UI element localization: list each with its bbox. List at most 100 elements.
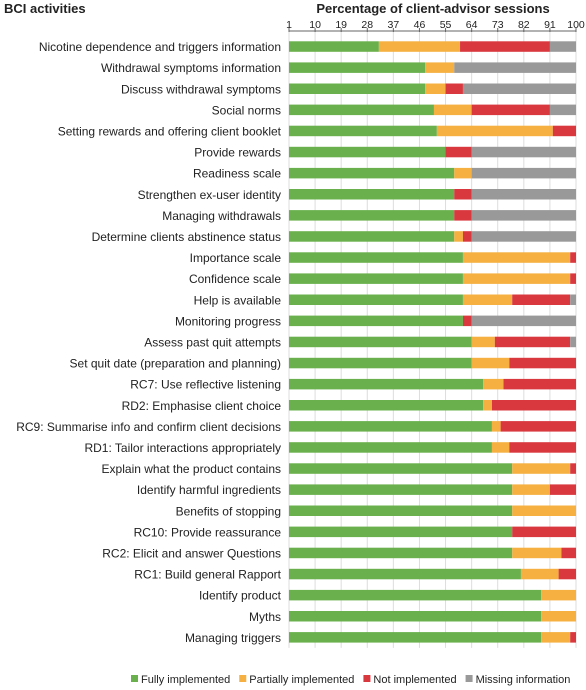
bar-segment <box>289 505 513 516</box>
bar-segment <box>471 336 495 348</box>
bar-segment <box>445 83 463 94</box>
bar-segment <box>570 336 576 348</box>
legend: Fully implemented Partially implemented No… <box>131 674 570 686</box>
bar-segment <box>500 421 576 432</box>
bar-segment <box>289 41 379 52</box>
x-tick-label: 10 <box>309 19 321 31</box>
bar-segment <box>471 357 510 369</box>
bar-segment <box>471 210 576 221</box>
bar-segment <box>289 167 455 179</box>
bar-segment <box>541 632 571 643</box>
x-tick-label: 46 <box>414 19 426 31</box>
category-label: Provide rewards <box>194 146 281 160</box>
bar-segment <box>460 41 550 52</box>
bar-segment <box>289 611 542 622</box>
bar-segment <box>503 378 576 390</box>
bar-segment <box>454 231 463 242</box>
bar-segment <box>378 41 461 52</box>
x-tick-label: 37 <box>388 19 400 31</box>
bar-segment <box>558 568 576 580</box>
bar-segment <box>445 146 472 158</box>
category-label: Importance scale <box>190 251 282 265</box>
category-label: RC7: Use reflective listening <box>130 378 281 392</box>
bar-segment <box>549 484 576 495</box>
bar-segment <box>570 632 576 643</box>
legend-swatch <box>239 675 247 682</box>
bar-segment <box>471 146 576 158</box>
bar-segment <box>454 189 472 200</box>
chart-title-right: Percentage of client-advisor sessions <box>316 1 549 16</box>
legend-label: Missing information <box>476 674 571 686</box>
bar-segment <box>471 231 576 242</box>
category-label: Strengthen ex-user identity <box>138 188 281 202</box>
x-tick-label: 73 <box>492 19 504 31</box>
bar-segment <box>491 421 501 432</box>
x-axis-ticks: 1 10 19 28 37 46 55 64 73 82 91 100 <box>286 19 585 32</box>
bar-segment <box>425 62 455 73</box>
bar-segment <box>520 568 559 580</box>
category-label: Withdrawal symptoms information <box>101 61 281 75</box>
bar-segment <box>512 547 562 559</box>
category-label: Discuss withdrawal symptoms <box>121 82 281 96</box>
x-tick-label: 64 <box>466 19 478 31</box>
legend-swatch <box>465 675 473 682</box>
bar-segment <box>471 167 576 179</box>
x-tick-label: 19 <box>335 19 347 31</box>
category-label: Help is available <box>194 293 282 307</box>
legend-swatch <box>131 675 138 682</box>
bar-segment <box>454 62 576 73</box>
bar-segment <box>462 315 472 327</box>
bar-segment <box>289 526 513 538</box>
legend-label: Fully implemented <box>141 674 230 686</box>
bar-segment <box>541 611 576 622</box>
bar-segment <box>289 125 437 137</box>
bar-segment <box>570 294 576 305</box>
category-label: Managing triggers <box>185 631 281 645</box>
x-tick-label: 100 <box>567 19 585 31</box>
category-label: RC2: Elicit and answer Questions <box>102 546 281 560</box>
bar-segment <box>289 463 513 474</box>
bar-segment <box>491 442 510 453</box>
bar-segment <box>289 400 484 411</box>
bar-segment <box>512 526 576 538</box>
category-label: Setting rewards and offering client book… <box>58 124 282 138</box>
bar-segment <box>289 484 513 495</box>
bar-segment <box>509 357 576 369</box>
bar-segment <box>462 83 576 94</box>
category-label: Monitoring progress <box>175 314 281 328</box>
category-label: Managing withdrawals <box>162 209 281 223</box>
bar-segment <box>552 125 576 137</box>
bar-segment <box>289 146 446 158</box>
category-label: RC1: Build general Rapport <box>134 568 281 582</box>
bar-segment <box>289 273 463 284</box>
bar-segment <box>289 442 492 453</box>
bar-segment <box>561 547 576 559</box>
bar-segment <box>289 189 455 200</box>
category-label: Confidence scale <box>189 272 281 286</box>
chart-title-left: BCI activities <box>4 1 86 16</box>
bars <box>289 41 576 643</box>
category-label: Determine clients abstinence status <box>92 230 281 244</box>
bar-segment <box>471 104 550 116</box>
bar-segment <box>289 210 455 221</box>
category-label: RC10: Provide reassurance <box>134 525 282 539</box>
bar-segment <box>512 505 576 516</box>
category-label: Identify harmful ingredients <box>137 483 281 497</box>
bar-segment <box>436 125 553 137</box>
category-label: Assess past quit attempts <box>144 335 281 349</box>
bar-segment <box>483 378 504 390</box>
x-tick-label: 1 <box>286 19 292 31</box>
legend-swatch <box>363 675 371 682</box>
bar-segment <box>289 252 463 263</box>
category-label: Benefits of stopping <box>176 504 281 518</box>
bar-segment <box>462 294 513 305</box>
bar-segment <box>289 568 521 580</box>
bar-segment <box>289 589 542 601</box>
bar-segment <box>462 252 571 263</box>
bar-segment <box>289 421 492 432</box>
bar-segment <box>512 294 571 305</box>
legend-label: Partially implemented <box>249 674 354 686</box>
bar-segment <box>462 273 571 284</box>
bar-segment <box>289 294 463 305</box>
